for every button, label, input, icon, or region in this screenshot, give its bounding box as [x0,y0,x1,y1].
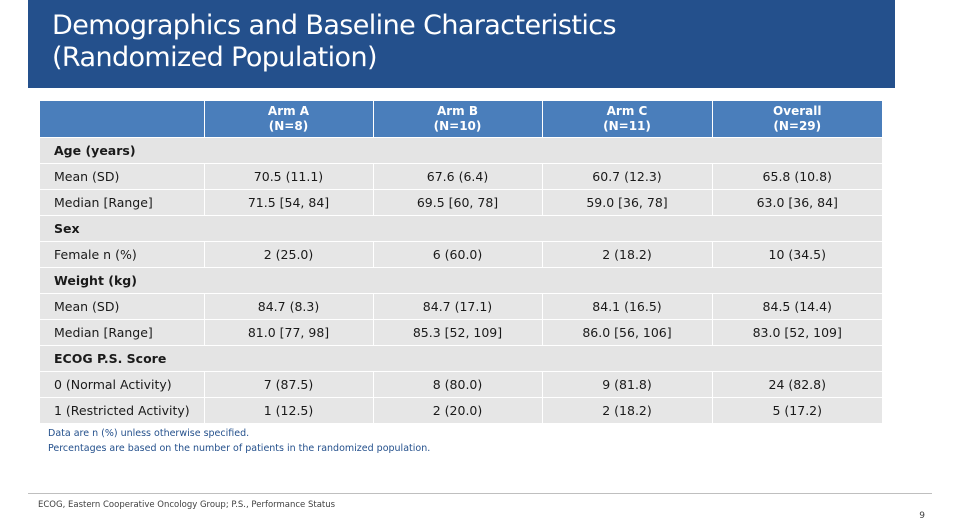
header-cell-arm-c: Arm C (N=11) [542,101,713,138]
table-cell: 2 (25.0) [204,241,374,268]
abbreviations-note: ECOG, Eastern Cooperative Oncology Group… [38,500,336,510]
row-label: 0 (Normal Activity) [40,371,205,398]
header-cell-overall: Overall (N=29) [712,101,882,138]
row-label: 1 (Restricted Activity) [40,397,205,423]
row-label: Mean (SD) [40,293,205,320]
table-cell: 83.0 [52, 109] [712,319,882,346]
header-count: (N=10) [433,119,482,133]
table-header-row: Arm A (N=8) Arm B (N=10) Arm C (N=11) Ov… [40,101,882,138]
slide-title-line-1: Demographics and Baseline Characteristic… [52,10,617,41]
row-label: Median [Range] [40,189,205,216]
table-cell: 1 (12.5) [204,397,374,423]
table-cell: 86.0 [56, 106] [542,319,713,346]
header-count: (N=8) [268,119,309,133]
slide-title: Demographics and Baseline Characteristic… [52,10,617,74]
table-cell: 2 (18.2) [542,397,713,423]
table-cell: 84.1 (16.5) [542,293,713,320]
table-cell: 67.6 (6.4) [373,163,543,190]
table-cell: 81.0 [77, 98] [204,319,374,346]
page-number: 9 [919,511,925,521]
header-label: Arm B [436,104,479,118]
table-cell: 5 (17.2) [712,397,882,423]
table-row: Median [Range] 81.0 [77, 98] 85.3 [52, 1… [40,319,882,346]
table-cell: 69.5 [60, 78] [373,189,543,216]
row-label: Mean (SD) [40,163,205,190]
table-cell: 24 (82.8) [712,371,882,398]
table-cell: 7 (87.5) [204,371,374,398]
table-row: 1 (Restricted Activity) 1 (12.5) 2 (20.0… [40,397,882,423]
footnote-2: Percentages are based on the number of p… [48,443,431,454]
table-cell: 8 (80.0) [373,371,543,398]
section-label: Sex [40,215,882,242]
header-label: Arm A [267,104,310,118]
table-row: Mean (SD) 70.5 (11.1) 67.6 (6.4) 60.7 (1… [40,163,882,190]
demographics-table: Arm A (N=8) Arm B (N=10) Arm C (N=11) Ov… [40,101,882,423]
table-row: Median [Range] 71.5 [54, 84] 69.5 [60, 7… [40,189,882,216]
header-count: (N=11) [603,119,651,133]
section-label: Weight (kg) [40,267,882,294]
table-cell: 2 (18.2) [542,241,713,268]
header-cell-arm-b: Arm B (N=10) [373,101,543,138]
footer-divider [28,493,932,494]
table-cell: 65.8 (10.8) [712,163,882,190]
table-cell: 84.5 (14.4) [712,293,882,320]
table-cell: 9 (81.8) [542,371,713,398]
table-row: Female n (%) 2 (25.0) 6 (60.0) 2 (18.2) … [40,241,882,268]
header-label: Overall [773,104,822,118]
header-label: Arm C [606,104,648,118]
footnote-1: Data are n (%) unless otherwise specifie… [48,428,250,439]
section-label: Age (years) [40,137,882,164]
title-bar: Demographics and Baseline Characteristic… [28,0,895,88]
table-cell: 71.5 [54, 84] [204,189,374,216]
table-cell: 63.0 [36, 84] [712,189,882,216]
table-row: 0 (Normal Activity) 7 (87.5) 8 (80.0) 9 … [40,371,882,398]
table-cell: 84.7 (8.3) [204,293,374,320]
section-label: ECOG P.S. Score [40,345,882,372]
header-count: (N=29) [773,119,822,133]
header-cell-blank [40,101,205,138]
section-row-ecog: ECOG P.S. Score [40,345,882,372]
table-cell: 2 (20.0) [373,397,543,423]
table-cell: 10 (34.5) [712,241,882,268]
table-row: Mean (SD) 84.7 (8.3) 84.7 (17.1) 84.1 (1… [40,293,882,320]
table-cell: 84.7 (17.1) [373,293,543,320]
slide-title-line-2: (Randomized Population) [52,42,378,73]
section-row-age: Age (years) [40,137,882,164]
table-cell: 70.5 (11.1) [204,163,374,190]
section-row-sex: Sex [40,215,882,242]
table-cell: 59.0 [36, 78] [542,189,713,216]
table-cell: 60.7 (12.3) [542,163,713,190]
row-label: Median [Range] [40,319,205,346]
footnotes: Data are n (%) unless otherwise specifie… [48,426,430,456]
section-row-weight: Weight (kg) [40,267,882,294]
row-label: Female n (%) [40,241,205,268]
table-cell: 6 (60.0) [373,241,543,268]
header-cell-arm-a: Arm A (N=8) [204,101,374,138]
table-cell: 85.3 [52, 109] [373,319,543,346]
